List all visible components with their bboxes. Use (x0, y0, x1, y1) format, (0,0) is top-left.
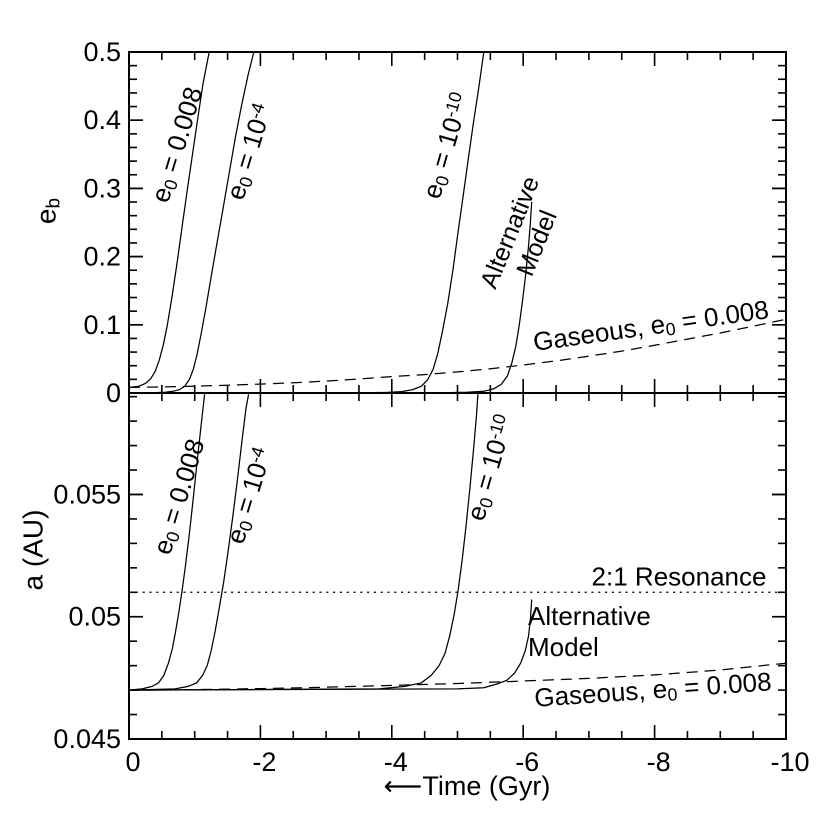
y-tick-label-eccentricity: 0.4 (83, 105, 121, 135)
curve-label-alternative-model-bottom: Alternative Model (528, 601, 651, 662)
curve-alternative-model (129, 599, 533, 691)
curve-e0-0-008 (129, 52, 210, 389)
series-group-eccentricity (129, 52, 786, 393)
curve-e0-10-4 (129, 52, 255, 393)
y-tick-label-eccentricity: 0.5 (83, 37, 121, 67)
y-tick-label-eccentricity: 0.1 (83, 310, 121, 340)
y-axis-label-eccentricity: eb (30, 197, 65, 225)
y-axis-label-semimajor-axis: a (AU) (17, 509, 49, 591)
x-tick-label: -10 (770, 747, 809, 777)
x-tick-label: -2 (252, 747, 276, 777)
curve-e0-10-10 (129, 394, 479, 691)
ticks-semimajor-axis (128, 393, 787, 740)
x-axis-label-time: ⟵Time (Gyr) (383, 770, 551, 801)
curve-e0-0-008 (129, 394, 206, 691)
y-tick-label-eccentricity: 0.2 (83, 242, 121, 272)
left-arrow-icon: ⟵ (383, 770, 423, 801)
x-tick-label: -4 (384, 747, 408, 777)
x-tick-label: -8 (647, 747, 671, 777)
y-tick-label-semimajor-axis: 0.055 (53, 479, 121, 509)
curve-gaseous-e0-0-008 (129, 318, 786, 389)
ticks-eccentricity (128, 51, 787, 394)
annotation-2-1-resonance: 2:1 Resonance (591, 561, 767, 592)
series-group-semimajor-axis (129, 394, 786, 691)
curve-e0-10-10 (129, 52, 485, 393)
y-tick-label-semimajor-axis: 0.045 (53, 724, 121, 754)
x-tick-label: -6 (515, 747, 539, 777)
y-tick-label-semimajor-axis: 0.05 (68, 602, 121, 632)
curve-alternative-model (129, 201, 533, 393)
curve-gaseous-e0-0-008 (129, 662, 786, 691)
y-tick-label-eccentricity: 0.3 (83, 173, 121, 203)
x-tick-label: 0 (125, 747, 140, 777)
y-tick-label-eccentricity: 0 (106, 378, 121, 408)
curve-e0-10-4 (129, 394, 250, 691)
